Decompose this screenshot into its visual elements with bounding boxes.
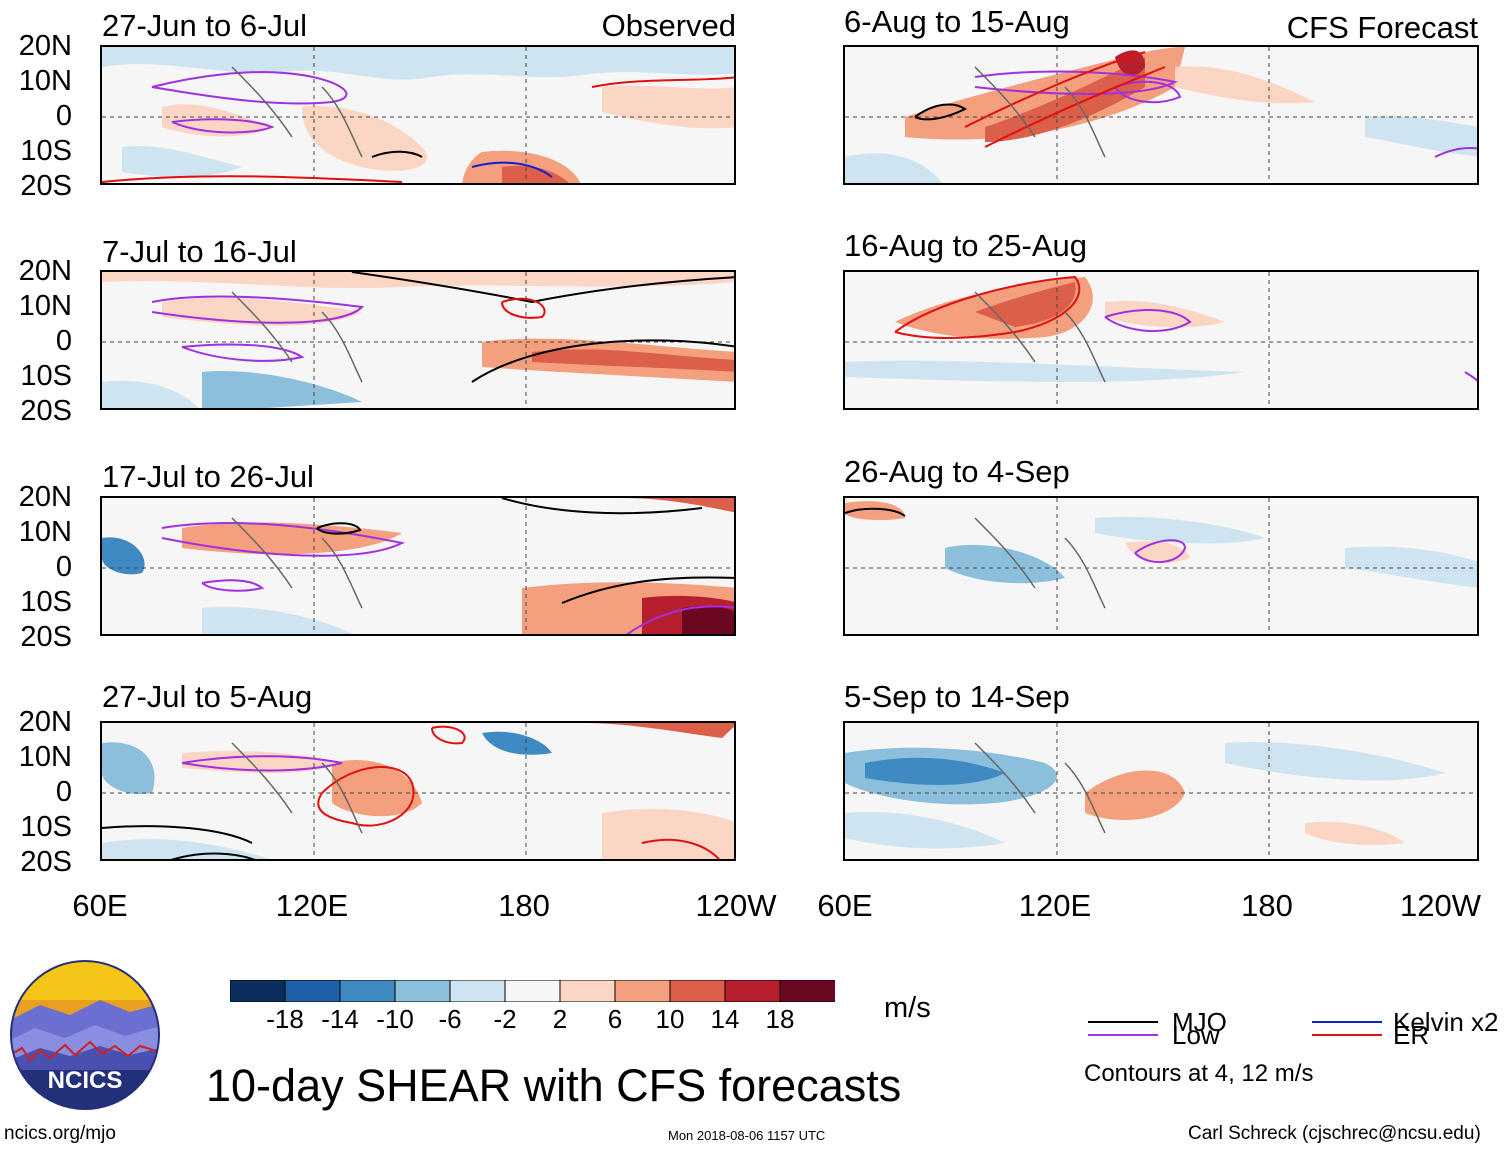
lat-label: 20N <box>18 481 72 513</box>
map-panel-forecast-3 <box>843 496 1479 636</box>
colorbar-tick-label: -18 <box>266 1004 304 1034</box>
lat-label: 10N <box>18 65 72 97</box>
panel-title-right-3: 26-Aug to 4-Sep <box>844 454 1070 489</box>
map-panel-forecast-4 <box>843 721 1479 861</box>
shear-map <box>102 272 734 408</box>
colorbar <box>229 979 836 1003</box>
legend-line-low <box>1088 1034 1158 1036</box>
main-title: 10-day SHEAR with CFS forecasts <box>206 1060 902 1111</box>
shear-map <box>845 498 1477 634</box>
colorbar-tick-label: -14 <box>321 1004 359 1034</box>
panel-label-observed: Observed <box>601 8 736 43</box>
logo-text: NCICS <box>48 1067 123 1094</box>
map-panel-forecast-2 <box>843 270 1479 410</box>
colorbar-swatch <box>724 979 781 1003</box>
lat-label: 20S <box>20 395 72 427</box>
ncics-logo: NCICS <box>10 960 160 1110</box>
map-panel-observed-1 <box>100 45 736 185</box>
legend-line-er <box>1312 1034 1382 1036</box>
footer-author: Carl Schreck (cjschrec@ncsu.edu) <box>1188 1123 1481 1144</box>
colorbar-swatch <box>779 979 836 1003</box>
map-panel-observed-2 <box>100 270 736 410</box>
colorbar-swatches <box>229 979 836 1003</box>
lat-label: 20S <box>20 846 72 878</box>
lat-label: 10N <box>18 516 72 548</box>
lat-label: 20S <box>20 170 72 202</box>
panel-title-right-1: 6-Aug to 15-Aug <box>844 4 1070 39</box>
lat-label: 20N <box>18 706 72 738</box>
panel-label-cfs-forecast: CFS Forecast <box>1286 10 1478 45</box>
lon-label-left: 60E <box>72 888 128 923</box>
lat-label: 20S <box>20 621 72 653</box>
panel-title-left-1: 27-Jun to 6-Jul <box>102 8 308 43</box>
lat-label: 10S <box>20 586 72 618</box>
map-panel-forecast-1 <box>843 45 1479 185</box>
shear-map <box>102 47 734 183</box>
lat-label: 10N <box>18 290 72 322</box>
footer-timestamp: Mon 2018-08-06 1157 UTC <box>668 1128 826 1143</box>
lon-label-left: 180 <box>498 888 550 923</box>
colorbar-swatch <box>504 979 561 1003</box>
lat-label: 0 <box>55 325 72 357</box>
legend-note: Contours at 4, 12 m/s <box>1084 1060 1314 1087</box>
lon-label-right: 120E <box>1018 888 1092 923</box>
lat-label: 0 <box>55 776 72 808</box>
shear-map <box>845 723 1477 859</box>
lat-label: 0 <box>55 551 72 583</box>
colorbar-tick-label: -6 <box>438 1004 462 1034</box>
lat-label: 0 <box>55 100 72 132</box>
lon-label-left: 120E <box>275 888 349 923</box>
colorbar-tick-label: 10 <box>655 1004 685 1034</box>
colorbar-swatch <box>339 979 396 1003</box>
colorbar-tick-label: 18 <box>765 1004 795 1034</box>
colorbar-swatch <box>394 979 451 1003</box>
legend-label-mjo: MJO <box>1172 1007 1227 1037</box>
lat-label: 20N <box>18 255 72 287</box>
colorbar-units: m/s <box>884 992 931 1024</box>
lat-label: 10S <box>20 135 72 167</box>
panel-title-right-2: 16-Aug to 25-Aug <box>844 228 1088 263</box>
panel-title-right-4: 5-Sep to 14-Sep <box>844 679 1070 714</box>
colorbar-swatch <box>669 979 726 1003</box>
map-panel-observed-3 <box>100 496 736 636</box>
lat-label: 10N <box>18 741 72 773</box>
colorbar-tick-label: -2 <box>493 1004 517 1034</box>
lat-label: 10S <box>20 360 72 392</box>
footer-url: ncics.org/mjo <box>4 1123 116 1144</box>
legend-label-low: Low <box>1172 1020 1220 1050</box>
ncics-logo-icon: NCICS <box>10 960 160 1110</box>
colorbar-tick-label: 14 <box>710 1004 740 1034</box>
legend-label-er: ER <box>1393 1020 1430 1050</box>
lon-label-right: 180 <box>1241 888 1293 923</box>
colorbar-swatch <box>449 979 506 1003</box>
legend-line-mjo <box>1088 1021 1158 1023</box>
lat-label: 10S <box>20 811 72 843</box>
colorbar-tick-label: 6 <box>607 1004 623 1034</box>
lon-label-right: 60E <box>817 888 873 923</box>
lat-label: 20N <box>18 30 72 62</box>
colorbar-swatch <box>229 979 286 1003</box>
lon-label-left: 120W <box>695 888 777 923</box>
colorbar-swatch <box>614 979 671 1003</box>
panel-title-left-4: 27-Jul to 5-Aug <box>102 679 313 714</box>
colorbar-tick-label: -10 <box>376 1004 414 1034</box>
panel-title-left-3: 17-Jul to 26-Jul <box>102 459 314 494</box>
shear-map <box>102 498 734 634</box>
legend-label-kelvin: Kelvin x2 <box>1393 1007 1499 1037</box>
lon-label-right: 120W <box>1400 890 1481 921</box>
colorbar-swatch <box>284 979 341 1003</box>
shear-map <box>845 272 1477 408</box>
shear-map <box>102 723 734 859</box>
colorbar-tick-label: 2 <box>552 1004 568 1034</box>
colorbar-swatch <box>559 979 616 1003</box>
panel-title-left-2: 7-Jul to 16-Jul <box>102 234 297 269</box>
legend-line-kelvin <box>1312 1021 1382 1023</box>
map-panel-observed-4 <box>100 721 736 861</box>
shear-map <box>845 47 1477 183</box>
